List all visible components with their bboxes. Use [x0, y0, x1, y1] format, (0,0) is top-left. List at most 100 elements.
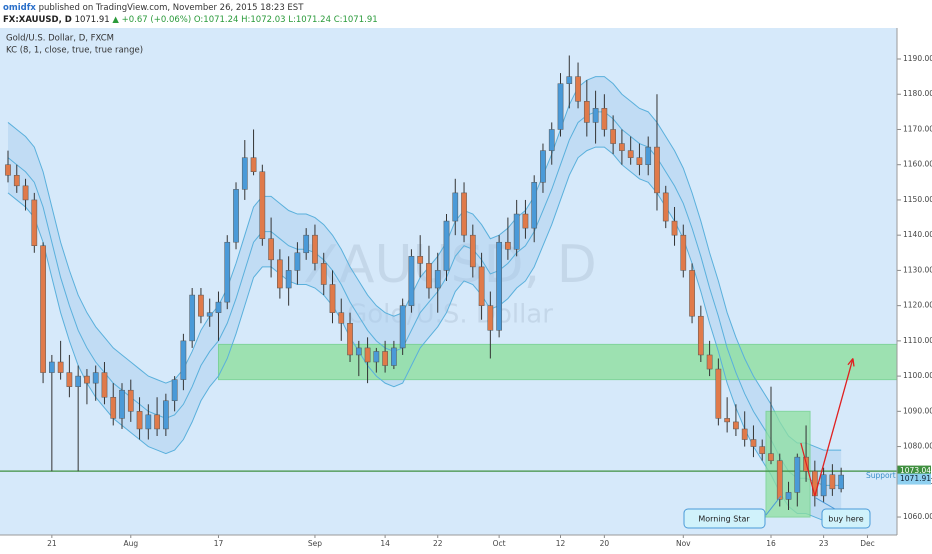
candle-body [101, 372, 108, 398]
candle-body [619, 143, 625, 151]
candle-body [399, 305, 406, 349]
candle-body [776, 460, 783, 500]
candle-body [706, 354, 713, 370]
x-tick-label: 22 [433, 539, 443, 548]
candle-body [5, 164, 11, 176]
candle-body [49, 361, 55, 373]
candle-body [654, 146, 660, 194]
candle-body [583, 101, 590, 123]
last-price: 1071.91 [900, 474, 931, 483]
symbol-line: FX:XAUUSD, D 1071.91 ▲ +0.67 (+0.06%) O:… [3, 15, 378, 25]
candle-body [715, 368, 722, 419]
candle-body [40, 245, 46, 373]
candle-body [680, 234, 687, 271]
candle-body [382, 351, 388, 366]
candle-body [303, 234, 310, 254]
callout-box [821, 508, 871, 529]
channel-line [7, 76, 842, 451]
arrow-head [847, 358, 855, 367]
candle-body [636, 157, 643, 165]
candle-body [206, 312, 213, 317]
symbol: FX:XAUUSD, D [3, 15, 72, 25]
candle-body [241, 157, 248, 190]
change: ▲ +0.67 (+0.06%) [112, 15, 191, 25]
y-tick-label: 1160.00 [903, 160, 932, 169]
candle-body [224, 241, 231, 303]
candle-body [312, 234, 318, 264]
candle-body [461, 192, 467, 236]
candle-body [540, 150, 546, 183]
candle-body [391, 347, 397, 366]
candle-body [689, 270, 695, 317]
y-tick-label: 1080.00 [903, 442, 932, 451]
plot-area [0, 28, 897, 535]
candle-body [741, 428, 748, 440]
candle-body [259, 171, 266, 239]
arrow-line [814, 358, 854, 497]
candle-body [434, 270, 441, 289]
channel-fill [8, 76, 842, 521]
candle-body [417, 256, 424, 264]
x-tick-label: Oct [493, 539, 506, 548]
candle-body [750, 439, 757, 447]
candle-body [724, 418, 730, 423]
watermark: XAUUSD, D [303, 235, 596, 295]
published: published on TradingView.com, November 2… [39, 3, 305, 13]
candle-body [697, 315, 704, 356]
x-tick-label: 17 [214, 539, 224, 548]
candle-body [110, 396, 117, 419]
candle-body [768, 453, 774, 461]
candle-body [794, 456, 801, 493]
callout-text: Morning Star [698, 515, 750, 524]
candle-body [84, 375, 90, 384]
candle-body [198, 294, 204, 317]
candle-body [57, 361, 64, 373]
candle-body [733, 421, 739, 430]
candle-body [575, 76, 581, 102]
candle-body [294, 252, 301, 271]
candle-body [66, 372, 73, 387]
support-price: 1073.04 [900, 466, 931, 475]
candle-body [759, 446, 766, 454]
chart-subtitle: KC (8, 1, close, true, true range) [6, 46, 143, 56]
candle-body [268, 238, 274, 261]
candle-body [452, 192, 459, 222]
candle-body [92, 372, 99, 384]
callout-text: buy here [828, 515, 864, 524]
x-tick-label: 12 [556, 539, 566, 548]
candle-body [373, 351, 380, 363]
candle-body [548, 129, 555, 151]
candle-body [838, 474, 844, 490]
x-tick-label: Nov [676, 539, 691, 548]
candle-body [189, 294, 196, 342]
entry-line [800, 442, 816, 497]
candle-body [215, 301, 222, 313]
last-price-box [897, 473, 931, 485]
y-tick-label: 1190.00 [903, 54, 932, 63]
candle-body [566, 76, 573, 84]
candle-body [671, 220, 678, 236]
callout-pointer [815, 497, 836, 510]
price: 1071.91 [75, 15, 110, 25]
candle-body [163, 400, 169, 430]
candle-body [277, 259, 283, 289]
callout-pointer [765, 495, 782, 516]
x-tick-label: Dec [860, 539, 875, 548]
x-tick-label: Sep [308, 539, 322, 548]
candle-body [320, 263, 327, 285]
candle-body [592, 108, 599, 123]
y-tick-label: 1060.00 [903, 512, 932, 521]
candle-body [233, 189, 239, 243]
y-tick-label: 1180.00 [903, 89, 932, 98]
candle-body [347, 323, 353, 356]
candle-body [513, 213, 520, 250]
candle-body [469, 234, 476, 268]
candle-body [119, 389, 125, 419]
candle-body [22, 185, 29, 201]
candle-body [364, 347, 371, 363]
y-tick-label: 1090.00 [903, 406, 932, 415]
candle-body [811, 470, 818, 497]
candle-body [13, 175, 20, 187]
